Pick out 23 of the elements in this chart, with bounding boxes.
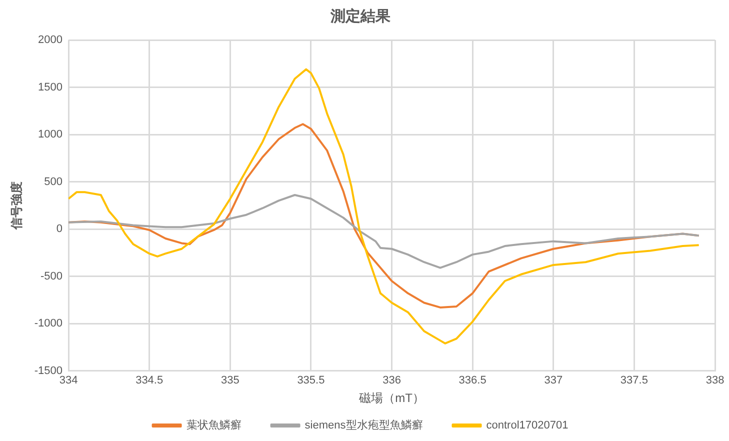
y-tick-label: 0 bbox=[56, 223, 63, 236]
y-tick-label: -1500 bbox=[34, 364, 63, 377]
chart-title: 測定結果 bbox=[330, 7, 392, 26]
x-tick-label: 337 bbox=[544, 374, 563, 386]
legend-label: siemens型水疱型魚鱗癬 bbox=[304, 418, 423, 432]
x-tick-label: 338 bbox=[706, 374, 724, 386]
x-axis-title: 磁場（mT） bbox=[358, 391, 424, 406]
y-tick-label: 1500 bbox=[38, 81, 63, 94]
x-tick-label: 334 bbox=[59, 374, 78, 386]
y-tick-label: 1000 bbox=[38, 128, 63, 141]
y-tick-label: 2000 bbox=[38, 34, 63, 46]
legend-label: control17020701 bbox=[486, 420, 568, 432]
x-tick-label: 336.5 bbox=[458, 374, 486, 386]
x-tick-label: 335 bbox=[220, 374, 240, 386]
y-axis-title: 信号強度 bbox=[10, 181, 24, 230]
y-tick-label: -500 bbox=[40, 270, 63, 282]
x-tick-label: 336 bbox=[382, 374, 401, 386]
legend-label: 葉状魚鱗癬 bbox=[186, 418, 242, 432]
x-tick-label: 334.5 bbox=[136, 374, 164, 386]
x-tick-label: 337.5 bbox=[620, 374, 648, 386]
x-tick-label: 335.5 bbox=[297, 374, 325, 386]
y-tick-label: -1000 bbox=[34, 318, 63, 330]
y-tick-label: 500 bbox=[44, 176, 63, 188]
